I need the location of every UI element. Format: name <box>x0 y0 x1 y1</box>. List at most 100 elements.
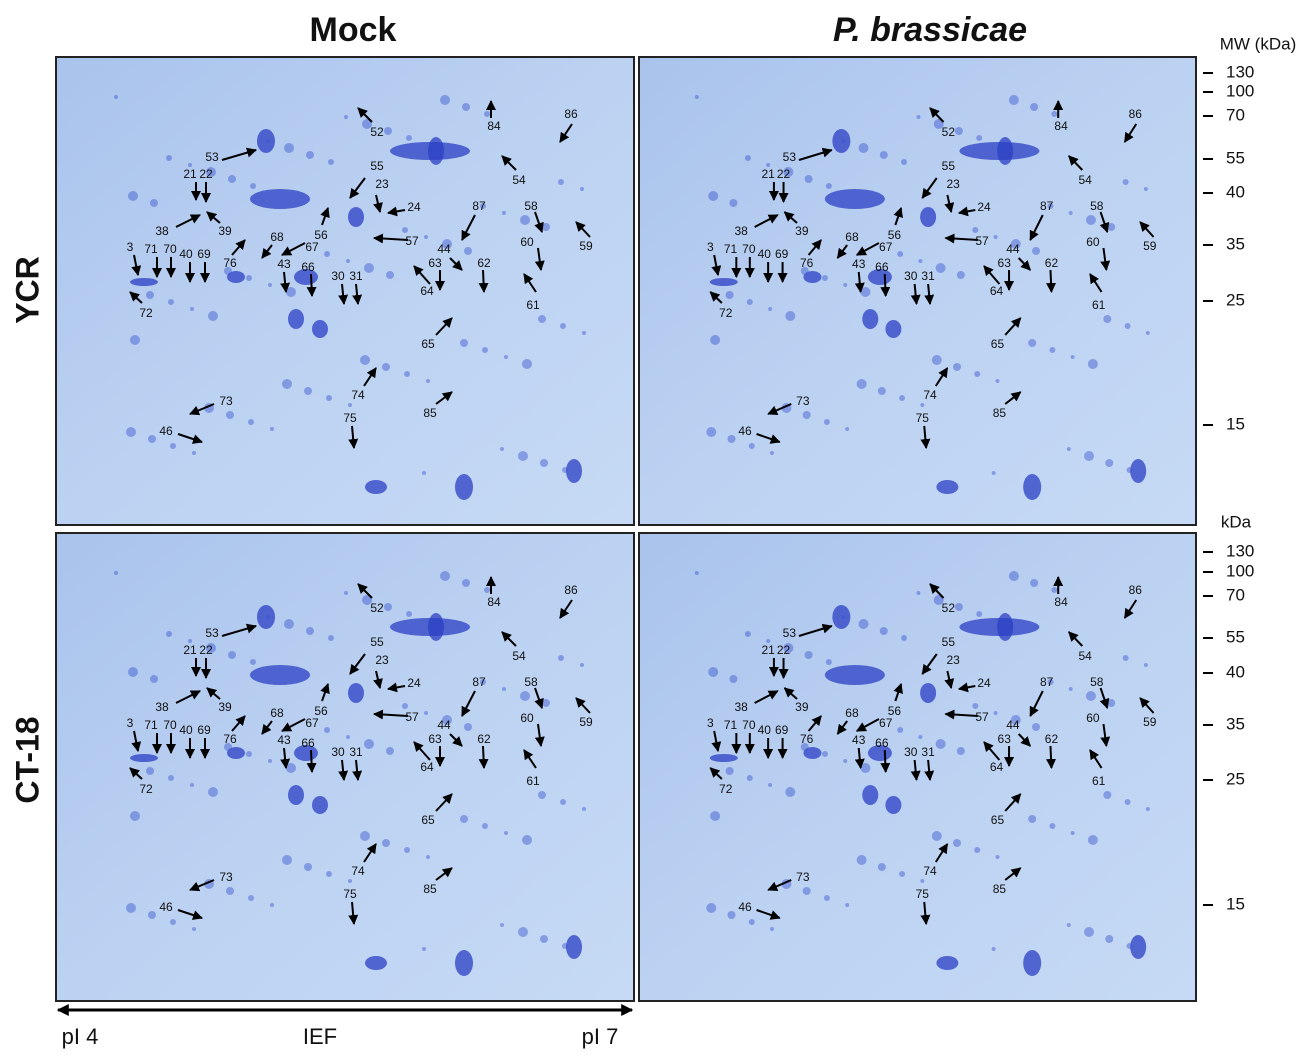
protein-spot <box>580 663 584 667</box>
protein-spot <box>384 603 392 611</box>
spot-arrow <box>373 194 383 213</box>
protein-spot <box>306 627 314 635</box>
spot-label: 62 <box>477 256 491 270</box>
protein-spot <box>954 603 963 611</box>
ief-right: pI 7 <box>582 1024 619 1049</box>
protein-spot <box>500 447 504 451</box>
protein-spot <box>823 895 830 901</box>
protein-spot <box>976 135 983 141</box>
mw-label: 100 <box>1226 561 1254 580</box>
spot-arrow <box>1004 391 1022 405</box>
spot-label: 85 <box>993 882 1007 896</box>
spot-label: 52 <box>942 125 956 139</box>
protein-spot <box>931 355 942 365</box>
spot-label: 74 <box>351 388 365 402</box>
spot-label: 86 <box>1129 107 1143 121</box>
protein-spot <box>386 271 394 279</box>
mw-label: 55 <box>1226 627 1245 646</box>
spot-arrow <box>807 715 822 732</box>
protein-spot <box>841 615 846 619</box>
spot-label: 73 <box>219 870 233 884</box>
protein-spot <box>954 127 963 135</box>
spot-arrow <box>924 759 935 781</box>
spot-label: 61 <box>1092 298 1106 312</box>
protein-spot <box>464 247 472 255</box>
protein-spot <box>328 635 334 641</box>
spot-arrow <box>534 211 544 233</box>
spot-label: 87 <box>472 675 486 689</box>
protein-spot <box>916 591 921 595</box>
spot-label: 43 <box>852 733 866 747</box>
protein-spot <box>480 203 486 209</box>
protein-spot <box>1030 103 1039 111</box>
spot-label: 70 <box>742 718 756 732</box>
spot-label: 24 <box>407 200 421 214</box>
protein-spot <box>360 831 370 841</box>
spot-label: 44 <box>437 242 451 256</box>
protein-spot <box>148 911 156 919</box>
spot-label: 75 <box>343 887 357 901</box>
protein-spot <box>824 665 885 685</box>
spot-label: 21 <box>183 643 197 657</box>
protein-spot <box>997 137 1014 165</box>
protein-spot <box>800 267 809 275</box>
protein-spot <box>972 227 979 233</box>
protein-spot <box>540 935 548 943</box>
spot-label: 64 <box>420 284 434 298</box>
spot-arrow <box>461 690 476 717</box>
spot-arrow <box>280 747 291 769</box>
protein-spot <box>995 855 1000 859</box>
spot-arrow <box>754 214 779 228</box>
protein-spot <box>266 615 270 619</box>
spot-label: 22 <box>199 643 213 657</box>
protein-spot <box>422 471 426 475</box>
protein-spot <box>284 143 294 153</box>
spot-arrow <box>175 690 201 704</box>
protein-spot <box>1068 687 1073 691</box>
spot-label: 23 <box>946 177 960 191</box>
spot-arrow <box>836 244 848 259</box>
protein-spot <box>825 659 832 665</box>
spot-label: 73 <box>219 394 233 408</box>
protein-spot <box>727 435 736 443</box>
protein-spot <box>518 451 528 461</box>
spot-label: 66 <box>301 260 315 274</box>
protein-spot <box>1051 587 1058 593</box>
protein-spot <box>440 571 450 581</box>
protein-spot <box>250 659 256 665</box>
spot-label: 68 <box>270 706 284 720</box>
spot-label: 75 <box>916 411 930 425</box>
protein-spot <box>804 651 813 659</box>
protein-spot <box>708 667 719 677</box>
protein-spot <box>746 299 753 305</box>
spot-label: 53 <box>205 150 219 164</box>
protein-spot <box>424 711 428 715</box>
protein-spot <box>148 435 156 443</box>
protein-spot <box>1085 691 1096 701</box>
protein-spot <box>464 723 472 731</box>
spot-label: 76 <box>223 732 237 746</box>
spot-arrow <box>221 147 257 161</box>
spot-arrow <box>1099 687 1110 709</box>
spot-arrow <box>1017 257 1031 271</box>
spot-arrow <box>189 403 215 416</box>
spot-label: 57 <box>975 234 989 248</box>
spot-label: 59 <box>1143 239 1157 253</box>
spot-label: 24 <box>977 200 991 214</box>
protein-spot <box>168 299 174 305</box>
protein-spot <box>1084 927 1095 937</box>
spot-label: 58 <box>524 675 538 689</box>
protein-spot <box>862 309 879 329</box>
protein-spot <box>114 571 118 575</box>
protein-spot <box>226 887 234 895</box>
protein-spot <box>192 451 196 455</box>
protein-spot <box>1143 663 1148 667</box>
protein-spot <box>460 815 468 823</box>
spot-label: 53 <box>783 626 797 640</box>
spot-label: 69 <box>197 723 211 737</box>
protein-spot <box>114 95 118 99</box>
spot-label: 39 <box>795 224 809 238</box>
spot-label: 64 <box>990 284 1004 298</box>
protein-spot <box>1105 935 1114 943</box>
protein-spot <box>933 119 944 129</box>
